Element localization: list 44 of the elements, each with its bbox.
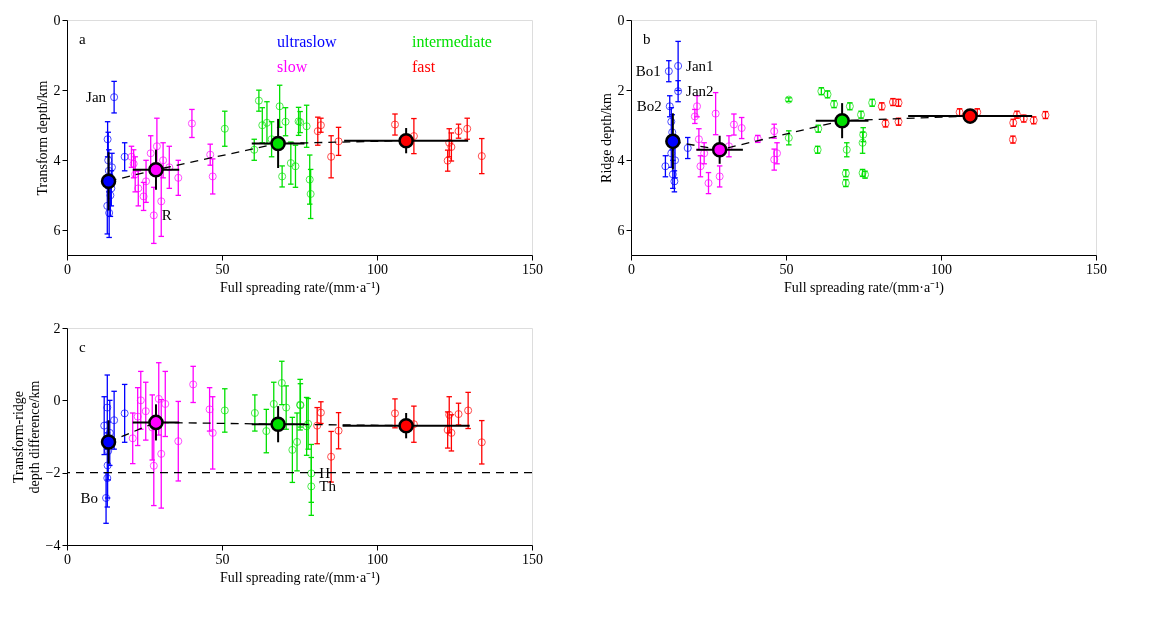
x-tick-label: 50 [779, 261, 794, 277]
y-tick-label: 2 [53, 82, 61, 98]
x-tick-label: 150 [1086, 261, 1107, 277]
x-tick-label: 150 [522, 551, 543, 567]
text: c [79, 339, 86, 355]
text: ultraslow [277, 33, 337, 50]
x-axis-title: Full spreading rate/(mm·a⁻¹) [783, 279, 945, 296]
y-tick-label: 2 [53, 320, 61, 336]
x-tick-label: 100 [931, 261, 952, 277]
x-tick-label: 0 [64, 261, 71, 277]
x-axis-title: Full spreading rate/(mm·a⁻¹) [219, 569, 381, 586]
text: fast [412, 58, 436, 75]
y-axis-title: Ridge depth/km [598, 92, 614, 183]
x-tick-label: 100 [367, 551, 388, 567]
x-tick-label: 100 [367, 261, 388, 277]
annotation: Jan2 [686, 83, 714, 100]
annotation: Bo1 [635, 63, 661, 80]
x-tick-label: 0 [628, 261, 635, 277]
annotation: Bo2 [636, 98, 662, 115]
text: b [643, 31, 651, 47]
y-axis-title: Transform-ridge depth difference/km [10, 380, 42, 494]
annotation: R [161, 207, 172, 224]
x-axis-title: Full spreading rate/(mm·a⁻¹) [219, 279, 381, 296]
annotation: Jan [86, 89, 107, 106]
annotation: Jan1 [686, 57, 714, 74]
x-tick-label: 50 [215, 261, 230, 277]
x-tick-label: 150 [522, 261, 543, 277]
y-tick-label: 0 [53, 12, 61, 28]
y-tick-label: 0 [53, 392, 61, 408]
y-tick-label: −2 [45, 465, 61, 481]
y-tick-label: 4 [617, 152, 625, 168]
annotation: Bo [80, 489, 99, 506]
text: intermediate [412, 33, 492, 50]
y-tick-label: 4 [53, 152, 61, 168]
y-tick-label: 2 [617, 82, 625, 98]
y-tick-label: 6 [617, 222, 625, 238]
y-tick-label: 6 [53, 222, 61, 238]
text: a [79, 31, 86, 47]
x-tick-label: 50 [215, 551, 230, 567]
y-tick-label: 0 [617, 12, 625, 28]
text: slow [277, 58, 308, 75]
x-tick-label: 0 [64, 551, 71, 567]
y-axis-title: Transform depth/km [34, 80, 50, 196]
y-tick-label: −4 [45, 537, 61, 553]
